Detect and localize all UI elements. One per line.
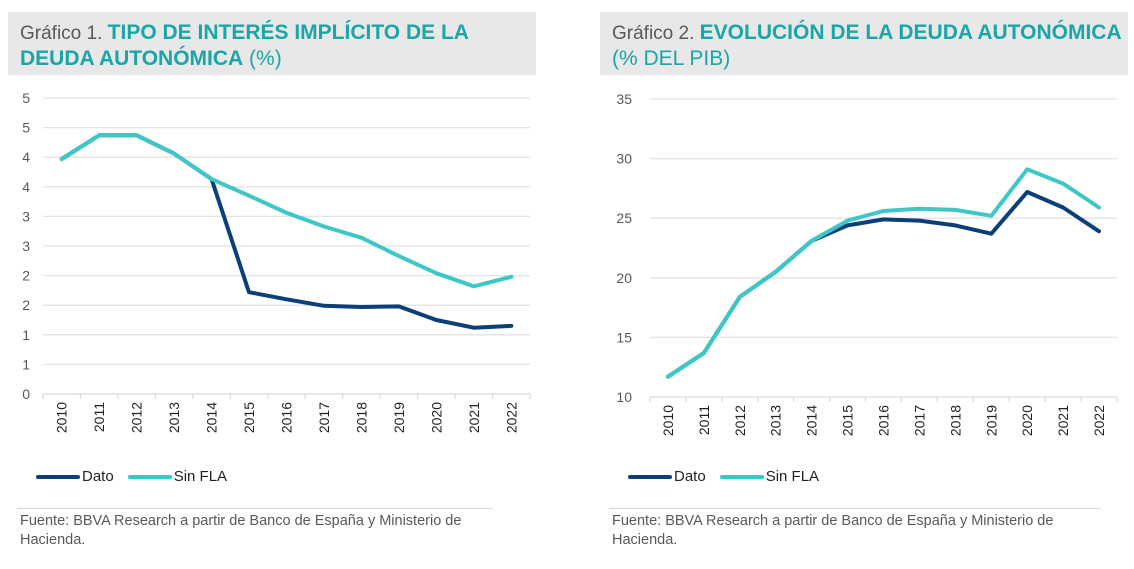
x-tick-label: 2011	[91, 402, 107, 432]
y-tick-label: 0	[22, 386, 30, 402]
series-line-sin-fla	[59, 133, 514, 289]
legend-label-dato: Dato	[82, 468, 114, 485]
legend-swatch-dato	[628, 474, 672, 479]
chart-panel-2: Gráfico 2. EVOLUCIÓN DE LA DEUDA AUTONÓM…	[592, 0, 1134, 569]
legend-swatch-sin-fla	[127, 474, 172, 479]
legend-item-sin-fla: Sin FLA	[127, 468, 228, 485]
y-tick-label: 4	[22, 149, 30, 165]
y-tick-label: 2	[22, 268, 30, 284]
y-tick-label: 3	[22, 208, 30, 224]
series-line-dato	[666, 190, 1101, 379]
x-tick-label: 2010	[54, 402, 70, 433]
chart-title: Gráfico 2. EVOLUCIÓN DE LA DEUDA AUTONÓM…	[612, 20, 1122, 71]
y-tick-label: 35	[616, 91, 632, 107]
chart-title-main: TIPO DE INTERÉS IMPLÍCITO DE LA DEUDA AU…	[20, 21, 469, 70]
x-tick-label: 2012	[732, 405, 748, 436]
y-tick-label: 5	[22, 120, 30, 136]
chart-title-unit: (% DEL PIB)	[612, 47, 731, 70]
y-tick-label: 4	[22, 179, 30, 195]
x-tick-label: 2021	[1055, 405, 1071, 436]
y-tick-label: 3	[22, 238, 30, 254]
x-tick-label: 2019	[391, 402, 407, 433]
legend-item-dato: Dato	[36, 468, 114, 485]
chart-legend: Dato Sin FLA	[36, 468, 233, 485]
x-tick-label: 2022	[1091, 405, 1107, 436]
x-tick-label: 2017	[911, 405, 927, 436]
x-tick-label: 2019	[983, 405, 999, 436]
legend-swatch-dato	[36, 474, 80, 479]
chart-number: Gráfico 1.	[20, 23, 108, 44]
chart-number: Gráfico 2.	[612, 23, 700, 44]
y-tick-label: 5	[22, 90, 30, 106]
x-tick-label: 2016	[279, 402, 295, 433]
x-tick-label: 2016	[876, 405, 892, 436]
x-tick-label: 2011	[696, 405, 712, 435]
x-tick-label: 2010	[660, 405, 676, 436]
y-tick-label: 1	[22, 356, 30, 372]
legend-swatch-sin-fla	[719, 474, 764, 479]
series-line-dato	[59, 133, 514, 330]
chart-legend: Dato Sin FLA	[628, 468, 825, 485]
x-tick-label: 2020	[1019, 405, 1035, 436]
legend-item-sin-fla: Sin FLA	[719, 468, 820, 485]
x-tick-label: 2022	[503, 402, 519, 433]
legend-label-sin-fla: Sin FLA	[765, 468, 820, 485]
x-tick-label: 2018	[947, 405, 963, 436]
line-chart-1: 0 1 1 2 2 3 3 4 4 5 5 2010 2011 2012 2013 2014 2015 2016 2…	[22, 90, 531, 433]
x-tick-label: 2017	[316, 402, 332, 433]
chart-header: Gráfico 1. TIPO DE INTERÉS IMPLÍCITO DE …	[8, 12, 536, 75]
chart-header: Gráfico 2. EVOLUCIÓN DE LA DEUDA AUTONÓM…	[600, 12, 1128, 75]
chart-source: Fuente: BBVA Research a partir de Banco …	[20, 513, 462, 548]
legend-label-dato: Dato	[674, 468, 706, 485]
y-tick-label: 30	[616, 151, 632, 167]
y-tick-label: 15	[616, 329, 632, 345]
x-tick-label: 2013	[768, 405, 784, 436]
line-chart-2: 10 15 20 25 30 35 2010 2011 2012 2013 2014 2015 2016…	[616, 91, 1118, 436]
legend-label-sin-fla: Sin FLA	[173, 468, 228, 485]
x-tick-label: 2014	[204, 402, 220, 433]
x-tick-label: 2021	[466, 402, 482, 433]
y-tick-label: 20	[616, 270, 632, 286]
chart-source: Fuente: BBVA Research a partir de Banco …	[612, 513, 1054, 548]
series-line-sin-fla	[666, 167, 1101, 379]
x-tick-label: 2015	[241, 402, 257, 433]
x-tick-label: 2014	[804, 405, 820, 436]
legend-item-dato: Dato	[628, 468, 706, 485]
y-tick-label: 25	[616, 210, 632, 226]
x-tick-label: 2018	[353, 402, 369, 433]
x-tick-label: 2013	[166, 402, 182, 433]
chart-panel-1: Gráfico 1. TIPO DE INTERÉS IMPLÍCITO DE …	[0, 0, 560, 569]
x-tick-label: 2012	[129, 402, 145, 433]
chart-title-unit: (%)	[243, 47, 282, 70]
x-tick-label: 2020	[428, 402, 444, 433]
source-divider	[609, 508, 1101, 509]
source-divider	[17, 508, 493, 509]
x-tick-label: 2015	[840, 405, 856, 436]
y-tick-label: 10	[616, 389, 632, 405]
y-tick-label: 1	[22, 327, 30, 343]
chart-title: Gráfico 1. TIPO DE INTERÉS IMPLÍCITO DE …	[20, 20, 530, 71]
chart-title-main: EVOLUCIÓN DE LA DEUDA AUTONÓMICA	[699, 21, 1122, 44]
y-tick-label: 2	[22, 297, 30, 313]
